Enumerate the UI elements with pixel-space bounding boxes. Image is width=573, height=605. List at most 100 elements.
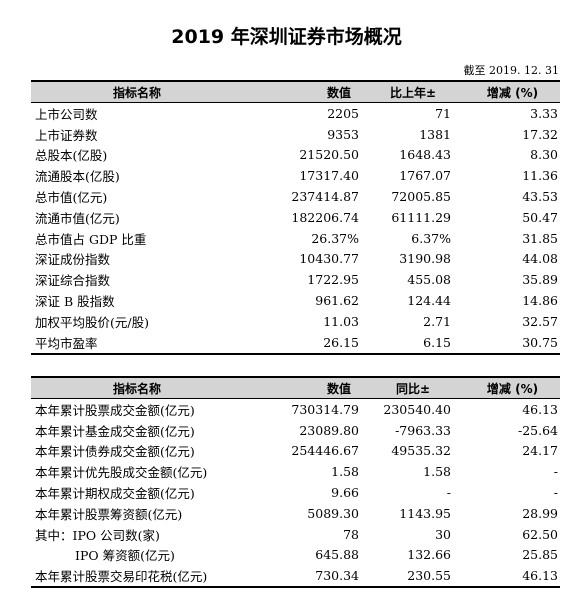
table-row: 本年累计基金成交金额(亿元) 23089.80 -7963.33 -25.64 <box>31 420 560 441</box>
row-change-cell: 72005.85 <box>391 189 451 205</box>
row-value-cell: 182206.74 <box>291 209 359 225</box>
column-header-change: 比上年± <box>361 80 465 103</box>
trading-stats-table: 指标名称 数值 同比± 增减 (%) 本年累计股票成交金额(亿元) 730314.… <box>31 376 560 589</box>
table-header-row: 指标名称 数值 比上年± 增减 (%) <box>31 80 560 103</box>
row-change-cell: -7963.33 <box>395 422 451 438</box>
row-value-cell: 237414.87 <box>291 189 359 205</box>
row-value-cell: 1.58 <box>331 464 359 480</box>
table-row: 本年累计期权成交金额(亿元) 9.66 - - <box>31 482 560 503</box>
row-change-cell: 132.66 <box>407 547 451 563</box>
table-row: 本年累计股票交易印花税(亿元) 730.34 230.55 46.13 <box>31 565 560 589</box>
table-row: IPO 筹资额(亿元) 645.88 132.66 25.85 <box>31 545 560 566</box>
row-pct-cell: - <box>553 464 558 480</box>
table-row: 本年累计优先股成交金额(亿元) 1.58 1.58 - <box>31 461 560 482</box>
row-change-cell: 2.71 <box>423 313 451 329</box>
row-pct-cell: 62.50 <box>522 526 558 542</box>
row-name-cell: 深证成份指数 <box>35 252 111 268</box>
table-row: 总股本(亿股) 21520.50 1648.43 8.30 <box>31 145 560 166</box>
table-body: 上市公司数 2205 71 3.33 上市证券数 9353 1381 17.32 总股本(亿股)… <box>31 103 560 355</box>
row-value-cell: 961.62 <box>315 293 359 309</box>
row-change-cell: 230.55 <box>361 565 465 589</box>
row-value-cell: 26.37% <box>311 230 359 246</box>
row-change-cell: 3190.98 <box>399 251 451 267</box>
row-pct-cell: 44.08 <box>522 251 558 267</box>
row-pct-cell: 14.86 <box>522 293 558 309</box>
column-header-change: 同比± <box>361 376 465 399</box>
column-header-value: 数值 <box>243 376 361 399</box>
row-change-cell: 30 <box>435 526 451 542</box>
row-value-cell: 2205 <box>327 105 359 121</box>
row-name-cell: 本年累计股票筹资额(亿元) <box>35 506 183 522</box>
row-pct-cell: 46.13 <box>522 401 558 417</box>
row-pct-cell: 17.32 <box>522 126 558 142</box>
table-row: 流通市值(亿元) 182206.74 61111.29 50.47 <box>31 207 560 228</box>
row-change-cell: 1.58 <box>423 464 451 480</box>
row-name-cell: 上市公司数 <box>35 106 98 122</box>
column-header-value: 数值 <box>243 80 361 103</box>
row-change-cell: - <box>446 485 451 501</box>
date-note: 截至 2019. 12. 31 <box>463 64 559 77</box>
row-name-cell: 深证综合指数 <box>35 273 111 289</box>
row-name-cell: 深证 B 股指数 <box>35 294 115 310</box>
row-change-cell: 1143.95 <box>399 505 451 521</box>
row-name-cell: 加权平均股价(元/股) <box>35 314 149 330</box>
row-value-cell: 21520.50 <box>299 147 359 163</box>
row-change-cell: 49535.32 <box>391 443 451 459</box>
row-value-cell: 26.15 <box>243 331 361 355</box>
row-change-cell: 455.08 <box>407 272 451 288</box>
row-change-cell: 6.15 <box>361 331 465 355</box>
table-row: 流通股本(亿股) 17317.40 1767.07 11.36 <box>31 165 560 186</box>
row-pct-cell: -25.64 <box>517 422 558 438</box>
column-header-pct: 增减 (%) <box>465 80 560 103</box>
table-row: 深证综合指数 1722.95 455.08 35.89 <box>31 269 560 290</box>
row-value-cell: 5089.30 <box>307 505 359 521</box>
table-row: 深证 B 股指数 961.62 124.44 14.86 <box>31 290 560 311</box>
row-name-cell: 本年累计债券成交金额(亿元) <box>35 444 195 460</box>
table-row: 本年累计债券成交金额(亿元) 254446.67 49535.32 24.17 <box>31 441 560 462</box>
row-value-cell: 645.88 <box>315 547 359 563</box>
row-name-cell: 其中：IPO 公司数(家) <box>35 527 160 543</box>
table-row: 总市值占 GDP 比重 26.37% 6.37% 31.85 <box>31 228 560 249</box>
row-value-cell: 9353 <box>327 126 359 142</box>
row-value-cell: 9.66 <box>331 485 359 501</box>
row-pct-cell: 25.85 <box>522 547 558 563</box>
row-change-cell: 61111.29 <box>391 209 451 225</box>
row-value-cell: 254446.67 <box>291 443 359 459</box>
table-body: 本年累计股票成交金额(亿元) 730314.79 230540.40 46.13 本年累… <box>31 399 560 589</box>
row-name-cell: 本年累计股票成交金额(亿元) <box>35 402 195 418</box>
table-row: 总市值(亿元) 237414.87 72005.85 43.53 <box>31 186 560 207</box>
row-pct-cell: - <box>553 485 558 501</box>
row-pct-cell: 32.57 <box>522 313 558 329</box>
row-value-cell: 78 <box>343 526 359 542</box>
row-change-cell: 71 <box>435 105 451 121</box>
table-row: 本年累计股票筹资额(亿元) 5089.30 1143.95 28.99 <box>31 503 560 524</box>
table-row: 上市公司数 2205 71 3.33 <box>31 103 560 124</box>
column-header-name: 指标名称 <box>31 376 243 399</box>
table-row: 加权平均股价(元/股) 11.03 2.71 32.57 <box>31 311 560 332</box>
row-name-cell: 总市值占 GDP 比重 <box>35 231 147 247</box>
row-change-cell: 1767.07 <box>399 168 451 184</box>
row-pct-cell: 11.36 <box>522 168 558 184</box>
row-name-cell: 总股本(亿股) <box>35 148 108 164</box>
row-change-cell: 124.44 <box>407 293 451 309</box>
table-header-row: 指标名称 数值 同比± 增减 (%) <box>31 376 560 399</box>
column-header-pct: 增减 (%) <box>465 376 560 399</box>
row-pct-cell: 31.85 <box>522 230 558 246</box>
row-name-cell: 平均市盈率 <box>31 331 243 355</box>
row-pct-cell: 3.33 <box>530 105 558 121</box>
table-row: 深证成份指数 10430.77 3190.98 44.08 <box>31 249 560 270</box>
row-pct-cell: 43.53 <box>522 189 558 205</box>
row-name-cell: 本年累计期权成交金额(亿元) <box>35 486 195 502</box>
row-name-cell: 本年累计优先股成交金额(亿元) <box>35 465 208 481</box>
table-row: 本年累计股票成交金额(亿元) 730314.79 230540.40 46.13 <box>31 399 560 420</box>
row-name-cell: 本年累计基金成交金额(亿元) <box>35 423 195 439</box>
table-row: 上市证券数 9353 1381 17.32 <box>31 124 560 145</box>
row-value-cell: 730314.79 <box>291 401 359 417</box>
market-overview-table: 指标名称 数值 比上年± 增减 (%) 上市公司数 2205 71 3.33 上市证券数… <box>31 80 560 355</box>
row-pct-cell: 28.99 <box>522 505 558 521</box>
row-name-cell: 流通市值(亿元) <box>35 210 120 226</box>
row-change-cell: 230540.40 <box>383 401 451 417</box>
row-value-cell: 730.34 <box>243 565 361 589</box>
row-name-cell: 流通股本(亿股) <box>35 169 120 185</box>
row-pct-cell: 30.75 <box>465 331 560 355</box>
